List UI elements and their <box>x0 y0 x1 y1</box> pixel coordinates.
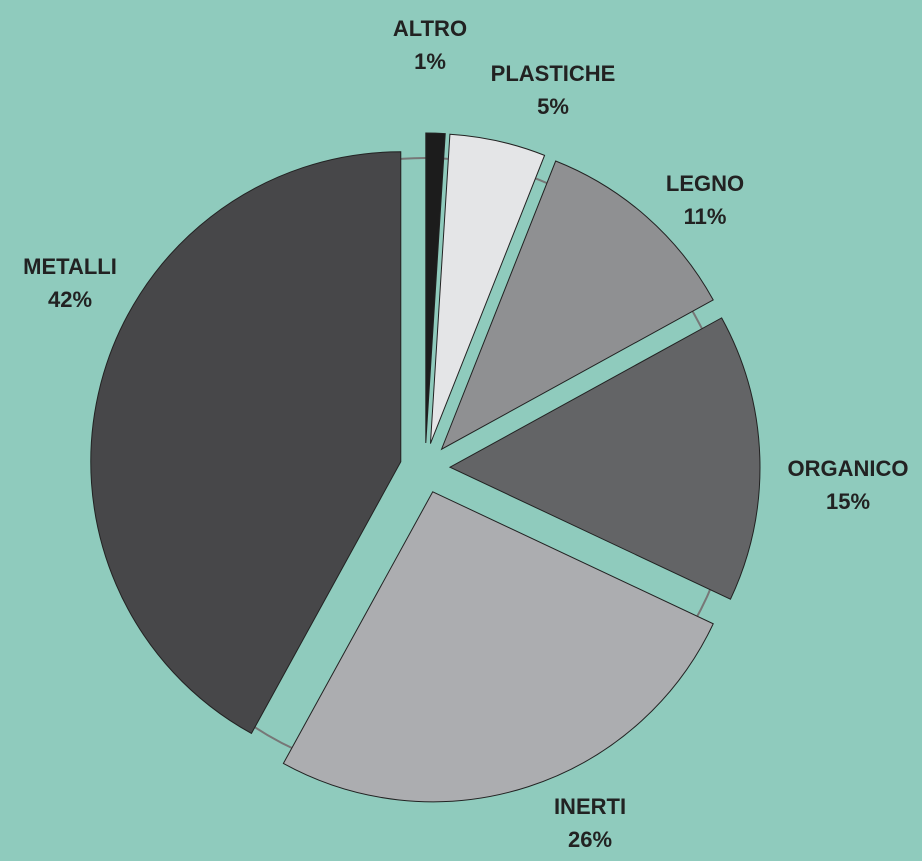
pie-slice <box>425 132 446 444</box>
slice-label: LEGNO <box>666 171 744 196</box>
slice-value-label: 26% <box>568 827 612 852</box>
pie-slice <box>448 317 761 600</box>
slice-value-label: 5% <box>537 94 569 119</box>
slice-value-label: 1% <box>414 49 446 74</box>
slice-label: METALLI <box>23 254 117 279</box>
pie-slice <box>429 133 546 444</box>
slice-label: INERTI <box>554 794 626 819</box>
pie-slice <box>90 151 402 735</box>
pie-slice <box>282 491 714 803</box>
pie-slice <box>440 160 714 451</box>
slice-label: PLASTICHE <box>491 61 616 86</box>
slice-label: ORGANICO <box>788 456 909 481</box>
slice-value-label: 15% <box>826 489 870 514</box>
slice-value-label: 42% <box>48 287 92 312</box>
slice-value-label: 11% <box>684 204 727 229</box>
slice-label: ALTRO <box>393 16 467 41</box>
